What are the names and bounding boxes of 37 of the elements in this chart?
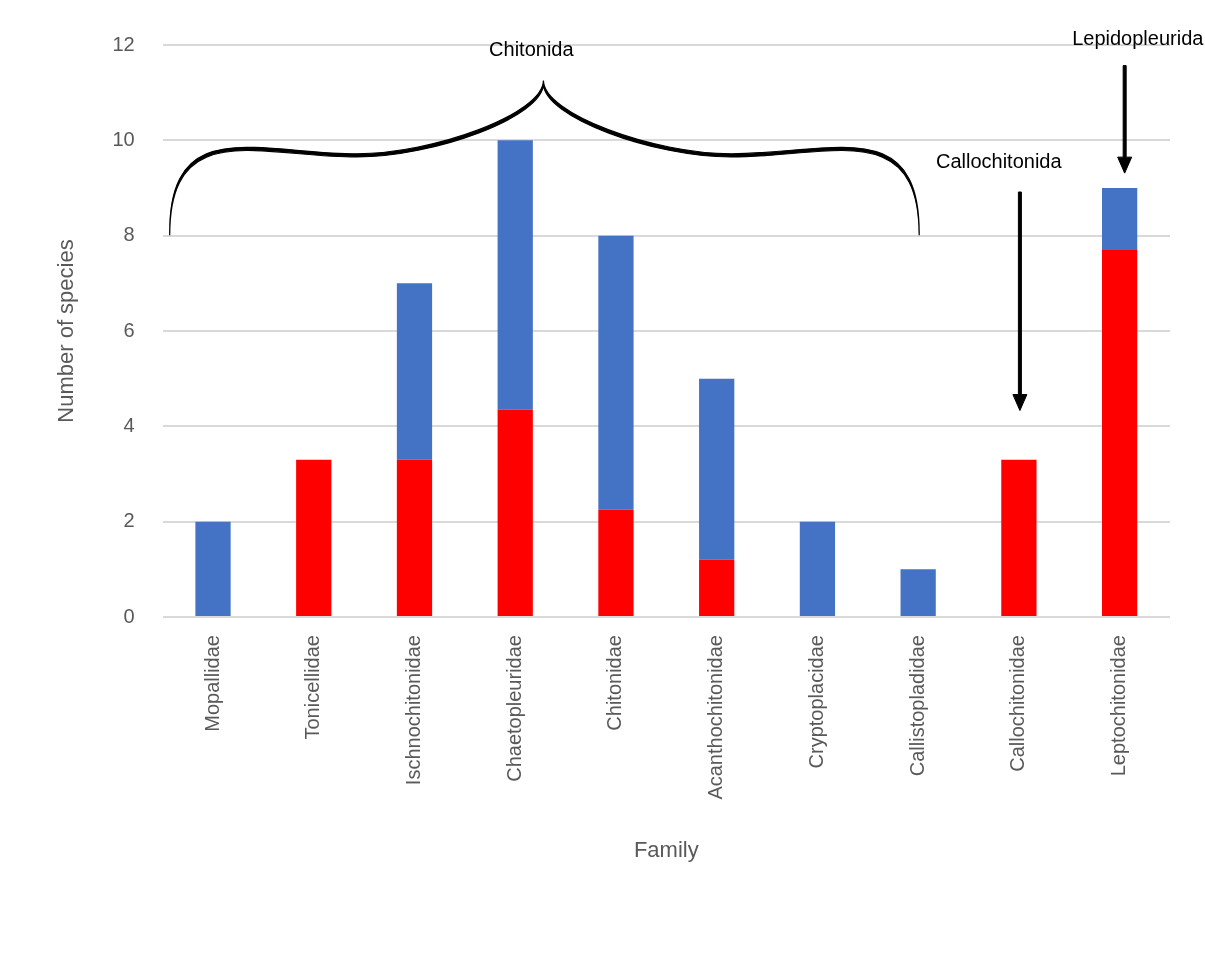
bar xyxy=(699,559,735,617)
x-tick-label: Chaetopleuridae xyxy=(502,635,525,782)
bar xyxy=(396,459,433,617)
x-axis-title: Family xyxy=(633,836,699,862)
bar xyxy=(598,235,634,510)
bar xyxy=(195,521,231,617)
bar xyxy=(497,409,533,617)
bar xyxy=(396,283,433,460)
bar xyxy=(497,140,533,410)
x-tick-label: Cryptoplacidae xyxy=(804,635,827,769)
bar xyxy=(1102,249,1138,617)
annotation: Callochitonida xyxy=(935,149,1063,172)
y-tick-label: 0 xyxy=(123,604,135,627)
y-tick-label: 2 xyxy=(123,509,135,532)
bar xyxy=(699,378,735,560)
y-tick-label: 12 xyxy=(112,32,135,55)
bar xyxy=(598,509,634,617)
y-tick-label: 10 xyxy=(112,127,135,150)
bar xyxy=(1001,459,1037,617)
x-tick-label: Ischnochitonidae xyxy=(402,635,424,786)
x-tick-label: Leptochitonidae xyxy=(1107,635,1130,777)
x-tick-label: Acanthochitonidae xyxy=(704,635,727,800)
x-tick-label: Mopallidae xyxy=(200,635,223,732)
x-tick-label: Tonicellidae xyxy=(301,635,324,740)
y-tick-label: 6 xyxy=(123,318,135,341)
bar xyxy=(799,521,836,617)
x-tick-label: Callochitonidae xyxy=(1006,635,1029,772)
bar xyxy=(296,459,332,617)
y-tick-label: 8 xyxy=(123,223,135,246)
x-tick-label: Callistopladidae xyxy=(905,635,928,777)
bar xyxy=(900,569,936,617)
x-tick-label: Chitonidae xyxy=(603,635,626,731)
y-axis-title: Number of species xyxy=(53,239,79,423)
annotation: Lepidopleurida xyxy=(1072,27,1205,50)
annotation: Chitonida xyxy=(489,37,575,60)
y-tick-label: 4 xyxy=(123,413,135,436)
bar xyxy=(1102,188,1138,250)
